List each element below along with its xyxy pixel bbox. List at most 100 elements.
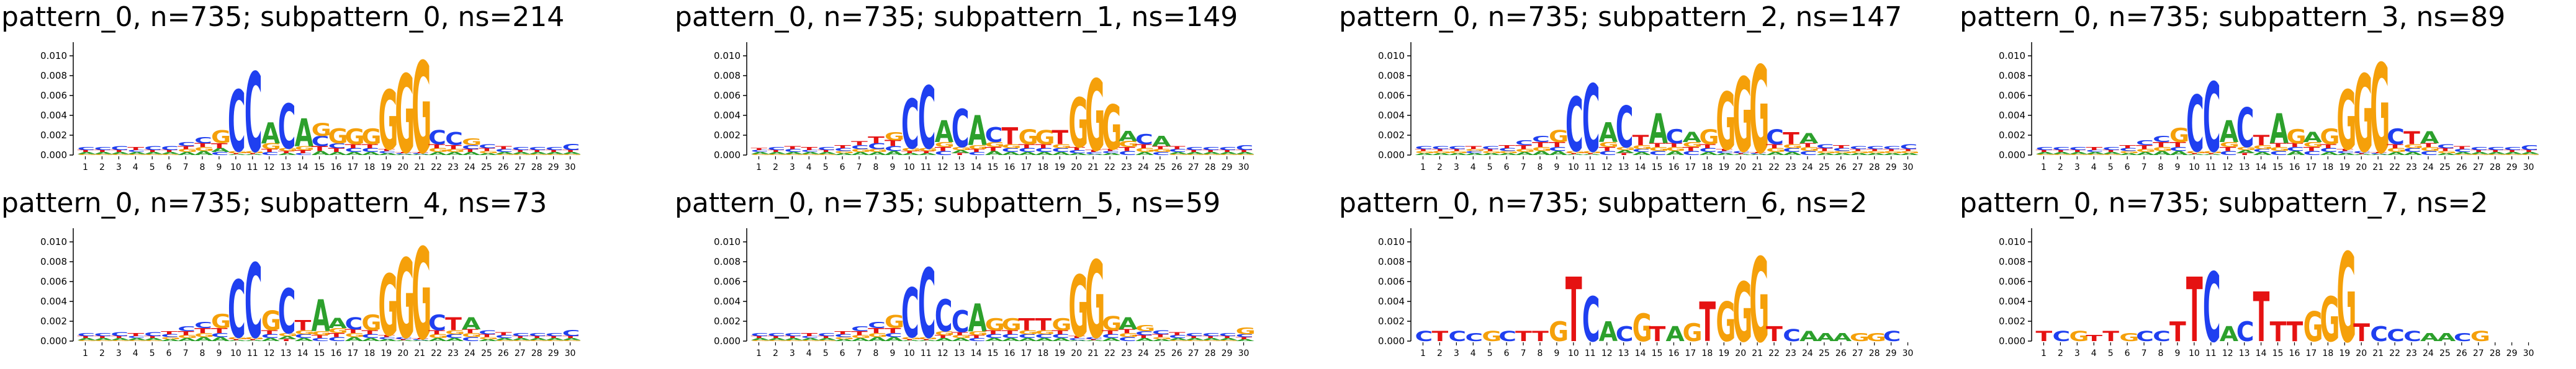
logo-letter-a: A <box>817 151 837 154</box>
logo-letter-g: G <box>2169 125 2189 147</box>
logo-letter-t: T <box>245 339 261 340</box>
logo-letter-a: A <box>1666 150 1685 156</box>
logo-letter-c: C <box>361 147 379 153</box>
x-tick-label: 21 <box>1088 162 1099 172</box>
logo-letter-a: A <box>767 337 786 340</box>
x-tick-label: 29 <box>548 162 559 172</box>
logo-letter-a: A <box>885 336 903 342</box>
logo-letter-c: C <box>1465 151 1483 154</box>
logo-letter-g: G <box>1068 85 1088 164</box>
logo-letter-c: C <box>529 332 547 337</box>
logo-letter-g: G <box>1682 141 1702 149</box>
x-tick-label: 7 <box>2141 349 2147 358</box>
x-tick-label: 23 <box>2406 349 2417 358</box>
logo-letter-a: A <box>1633 151 1652 156</box>
logo-letter-t: T <box>2270 316 2287 348</box>
x-tick-label: 9 <box>2174 349 2180 358</box>
logo-letter-a: A <box>1085 154 1104 156</box>
logo-letter-a: A <box>1152 339 1171 342</box>
x-tick-label: 8 <box>200 349 205 358</box>
logo-letter-a: A <box>512 151 531 154</box>
logo-letter-a: A <box>161 339 180 342</box>
x-tick-label: 6 <box>840 349 845 358</box>
logo-letter-a: A <box>479 153 498 156</box>
logo-letter-g: G <box>2253 144 2273 150</box>
logo-letter-a: A <box>834 153 853 156</box>
logo-letter-c: C <box>194 321 212 330</box>
x-tick-label: 2 <box>99 349 105 358</box>
logo-letter-a: A <box>1169 151 1188 154</box>
x-tick-label: 1 <box>756 162 762 172</box>
x-tick-label: 24 <box>1138 162 1149 172</box>
logo-letter-c: C <box>412 153 430 154</box>
logo-letter-g: G <box>1482 329 1502 345</box>
logo-letter-a: A <box>127 151 146 154</box>
logo-letter-c: C <box>462 144 480 150</box>
x-tick-label: 27 <box>2473 349 2484 358</box>
logo-letter-a: A <box>1867 153 1886 156</box>
logo-letter-t: T <box>127 146 144 151</box>
logo-letter-g: G <box>2287 126 2307 148</box>
logo-letter-t: T <box>412 338 428 340</box>
logo-letter-g: G <box>918 337 938 340</box>
logo-letter-t: T <box>1883 149 1900 152</box>
logo-letter-c: C <box>784 332 802 337</box>
logo-letter-c: C <box>2403 329 2421 345</box>
logo-letter-g: G <box>817 154 837 156</box>
logo-letter-a: A <box>1152 134 1171 149</box>
logo-letter-c: C <box>1068 149 1086 154</box>
logo-letter-g: G <box>261 305 281 337</box>
logo-letter-t: T <box>1515 329 1532 345</box>
logo-letter-t: T <box>495 331 512 336</box>
logo-letter-a: A <box>901 340 921 342</box>
logo-letter-c: C <box>2203 254 2221 364</box>
logo-letter-g: G <box>1883 151 1903 154</box>
logo-letter-t: T <box>2186 259 2203 362</box>
y-tick-label: 0.010 <box>40 236 67 247</box>
logo-letter-t: T <box>1035 143 1052 149</box>
logo-letter-a: A <box>1766 151 1785 156</box>
x-tick-label: 29 <box>1886 349 1897 358</box>
logo-letter-a: A <box>94 337 113 340</box>
logo-letter-a: A <box>1002 337 1021 342</box>
logo-letter-g: G <box>495 340 515 342</box>
x-tick-label: 5 <box>823 162 829 172</box>
logo-letter-a: A <box>1699 151 1718 156</box>
x-tick-label: 18 <box>364 349 375 358</box>
logo-letter-a: A <box>2387 151 2406 156</box>
logo-letter-a: A <box>312 150 330 156</box>
x-tick-label: 22 <box>1768 162 1780 172</box>
logo-letter-c: C <box>1482 145 1500 150</box>
y-tick-label: 0.010 <box>1378 236 1405 247</box>
logo-letter-g: G <box>1052 315 1071 334</box>
logo-letter-t: T <box>885 138 901 148</box>
logo-letter-c: C <box>2454 148 2472 153</box>
logo-letter-g: G <box>1465 149 1485 152</box>
x-tick-label: 24 <box>464 349 475 358</box>
logo-letter-g: G <box>462 136 482 148</box>
logo-letter-g: G <box>968 144 988 150</box>
y-tick-label: 0.008 <box>1999 256 2025 267</box>
logo-letter-g: G <box>479 337 498 340</box>
x-tick-label: 2 <box>99 162 105 172</box>
logo-letter-a: A <box>161 151 180 154</box>
logo-letter-t: T <box>1565 259 1582 362</box>
x-tick-label: 20 <box>397 162 408 172</box>
logo-letter-t: T <box>1766 143 1783 149</box>
logo-letter-g: G <box>211 127 231 148</box>
x-tick-label: 17 <box>1685 162 1696 172</box>
logo-letter-c: C <box>2086 149 2104 153</box>
x-tick-label: 24 <box>464 162 475 172</box>
logo-letter-a: A <box>2403 151 2423 156</box>
logo-letter-t: T <box>1716 149 1732 152</box>
logo-letter-g: G <box>2236 146 2256 151</box>
x-tick-label: 8 <box>873 349 879 358</box>
logo-letter-g: G <box>1682 319 1702 347</box>
x-tick-label: 15 <box>314 349 325 358</box>
logo-letter-c: C <box>562 329 580 338</box>
logo-letter-t: T <box>1482 149 1498 152</box>
x-tick-label: 13 <box>281 162 292 172</box>
logo-letter-t: T <box>2320 143 2337 149</box>
logo-letter-c: C <box>144 331 162 337</box>
logo-letter-a: A <box>261 117 280 151</box>
